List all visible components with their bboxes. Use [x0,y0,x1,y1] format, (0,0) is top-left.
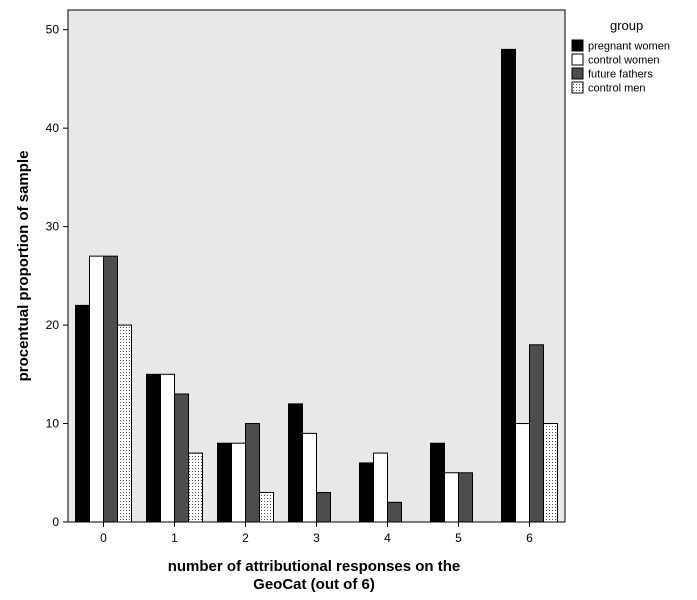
bar-future-fathers-3 [316,491,331,523]
bar-pregnant-women-0 [75,304,90,523]
bar-pregnant-women-2 [217,442,232,523]
bar-future-fathers-1 [174,393,189,523]
bar-control-women-5 [444,472,459,523]
legend-swatch [571,81,584,94]
y-tick-label: 20 [46,318,60,332]
bar-future-fathers-6 [529,344,544,523]
y-tick-label: 40 [46,121,60,135]
y-tick-label: 30 [46,220,60,234]
bar-control-women-2 [231,442,246,523]
bar-control-men-2 [259,491,274,523]
y-tick-label: 50 [46,23,60,37]
legend-swatch [571,39,584,52]
legend-item-label: control men [588,83,645,95]
legend-item-label: pregnant women [588,41,670,53]
bar-control-men-1 [188,452,203,523]
bar-pregnant-women-6 [501,48,516,523]
y-tick-label: 10 [46,417,60,431]
bar-control-women-1 [160,373,175,523]
bar-control-women-0 [89,255,104,523]
bars-group [75,48,558,523]
y-tick-label: 0 [52,515,59,529]
legend-item-label: control women [588,55,660,67]
x-axis: 0 1 2 3 4 5 6 [100,522,533,545]
bar-pregnant-women-4 [359,462,374,523]
bar-future-fathers-0 [103,255,118,523]
bar-control-men-0 [117,324,132,523]
x-tick-label: 1 [171,531,178,545]
bar-pregnant-women-3 [288,403,303,523]
legend-swatch [571,53,584,66]
y-axis-label: procentual proportion of sample [15,151,32,382]
x-tick-label: 6 [526,531,533,545]
bar-future-fathers-2 [245,423,260,523]
x-tick-label: 2 [242,531,249,545]
x-tick-label: 5 [455,531,462,545]
legend-swatch [571,67,584,80]
bar-future-fathers-4 [387,501,402,523]
y-axis: 0 10 20 30 40 50 [46,23,68,529]
bar-control-women-6 [515,423,530,523]
x-tick-label: 4 [384,531,391,545]
x-tick-label: 0 [100,531,107,545]
x-tick-label: 3 [313,531,320,545]
legend: group pregnant women control women future … [571,18,670,95]
bar-control-women-3 [302,432,317,523]
bar-control-women-4 [373,452,388,523]
bar-pregnant-women-1 [146,373,161,523]
legend-item-label: future fathers [588,69,653,81]
bar-control-men-6 [543,423,558,523]
bar-future-fathers-5 [458,472,473,523]
x-axis-label-line-1: number of attributional responses on the [168,558,461,575]
legend-title: group [610,18,643,33]
x-axis-label-line-2: GeoCat (out of 6) [253,576,375,593]
bar-pregnant-women-5 [430,442,445,523]
